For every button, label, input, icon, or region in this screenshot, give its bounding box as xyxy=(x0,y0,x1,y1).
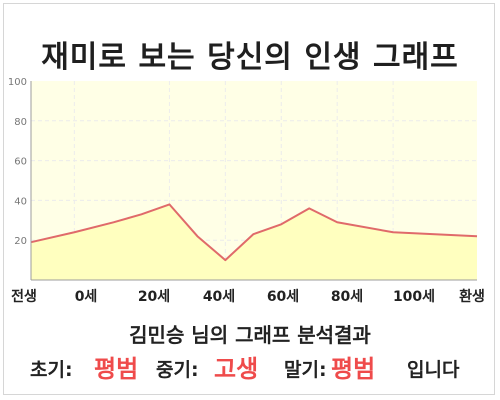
life-summary: 초기: 평범 중기: 고생 말기: 평범 입니다 xyxy=(0,346,500,383)
x-tick-label-6: 100세 xyxy=(393,289,435,305)
late-life-value: 평범 xyxy=(331,355,376,383)
life-area-fill xyxy=(31,204,477,280)
y-tick-label-60: 60 xyxy=(14,157,27,168)
y-axis-ticks: 100 80 60 40 20 xyxy=(8,77,27,247)
summary-ending: 입니다 xyxy=(407,359,460,381)
x-tick-label-1: 0세 xyxy=(75,289,98,305)
life-line xyxy=(30,203,478,262)
chart-axes xyxy=(30,81,477,281)
early-life-label: 초기: xyxy=(30,359,73,381)
x-tick-label-3: 40세 xyxy=(203,289,235,305)
chart-frame xyxy=(3,3,495,395)
x-tick-label-5: 80세 xyxy=(331,289,363,305)
early-life-value: 평범 xyxy=(94,355,139,383)
page-title: 재미로 보는 당신의 인생 그래프 xyxy=(41,40,459,75)
y-tick-label-20: 20 xyxy=(14,236,27,247)
y-tick-label-100: 100 xyxy=(8,77,27,88)
x-tick-label-7: 환생 xyxy=(459,288,485,305)
x-tick-label-2: 20세 xyxy=(138,289,170,305)
y-tick-label-40: 40 xyxy=(14,196,27,207)
x-axis-ticks: 전생 0세 20세 40세 60세 80세 100세 환생 xyxy=(11,288,485,305)
x-tick-label-0: 전생 xyxy=(11,288,37,305)
late-life-label: 말기: xyxy=(284,359,327,381)
x-tick-label-4: 60세 xyxy=(267,289,299,305)
y-tick-label-80: 80 xyxy=(14,117,27,128)
result-label: 김민승 님의 그래프 분석결과 xyxy=(129,323,371,347)
middle-life-value: 고생 xyxy=(214,355,259,383)
middle-life-label: 중기: xyxy=(156,359,199,381)
